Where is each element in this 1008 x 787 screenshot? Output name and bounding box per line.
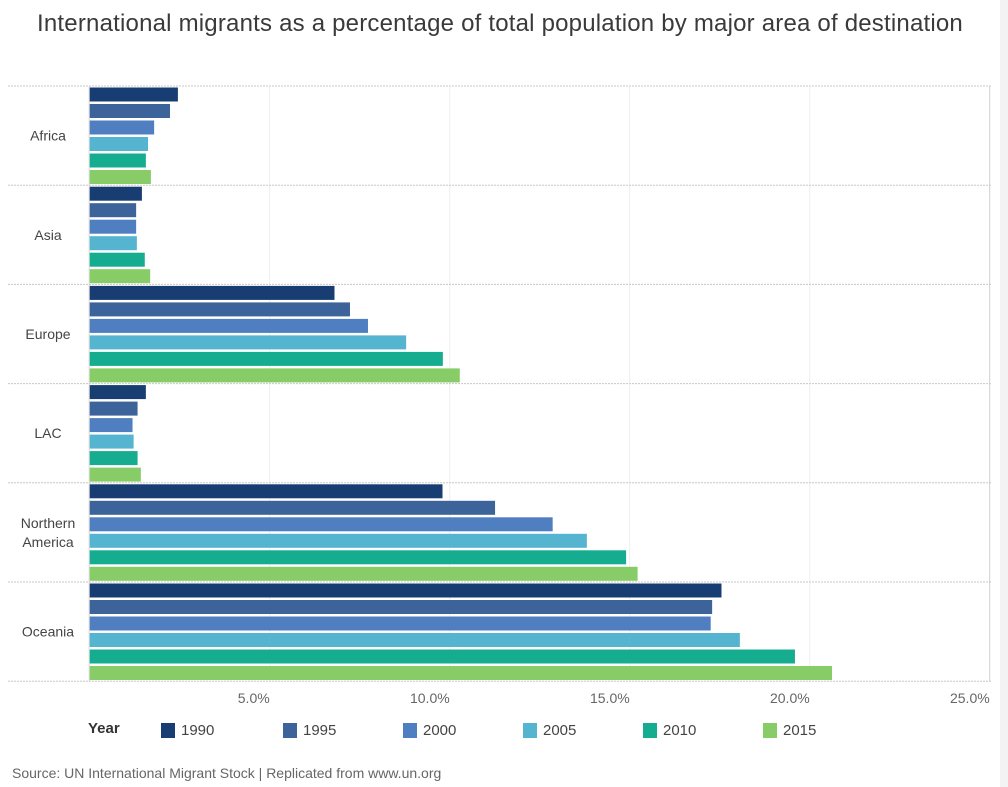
legend-label: 2005 bbox=[543, 721, 577, 739]
bar-oceania-1995[interactable]: Oceania 1995: 17.29% bbox=[89, 600, 713, 614]
bar-africa-2000[interactable]: Africa 2000: 1.79% bbox=[89, 120, 155, 135]
bar-asia-2000[interactable]: Asia 2000: 1.29% bbox=[89, 219, 137, 234]
bar-oceania-2005[interactable]: Oceania 2005: 18.06% bbox=[89, 633, 740, 647]
legend-label: 1995 bbox=[303, 721, 337, 739]
category-label: Northern bbox=[21, 515, 75, 531]
bar-europe-2010[interactable]: Europe 2010: 9.81% bbox=[89, 351, 443, 366]
legend-item-1990[interactable]: 1990 bbox=[161, 720, 214, 740]
bar-asia-2015[interactable]: Asia 2015: 1.68% bbox=[89, 269, 151, 284]
bar-africa-1995[interactable]: Africa 1995: 2.23% bbox=[89, 104, 170, 118]
bar-africa-2005[interactable]: Africa 2005: 1.62% bbox=[89, 137, 149, 151]
category-labels: Africa Asia Europe LAC Northern America Oceani… bbox=[21, 128, 75, 640]
scrollbar-track[interactable] bbox=[1000, 0, 1008, 787]
category-label: Africa bbox=[30, 128, 66, 144]
bar-asia-1995[interactable]: Asia 1995: 1.29% bbox=[89, 203, 137, 218]
bar-asia-2005[interactable]: Asia 2005: 1.31% bbox=[89, 236, 137, 251]
bar-lac-1995[interactable]: LAC 1995: 1.33% bbox=[89, 401, 138, 416]
x-tick-label: 25.0% bbox=[950, 690, 990, 706]
legend-swatch bbox=[643, 722, 657, 738]
bar-northern-america-2010[interactable]: Northern America 2010: 14.90% bbox=[89, 550, 627, 565]
legend-swatch bbox=[283, 722, 297, 738]
bar-asia-1990[interactable]: Asia 1990: 1.45% bbox=[89, 186, 142, 201]
category-label: America bbox=[22, 534, 74, 550]
x-axis-ticks: 5.0% 10.0% 15.0% 20.0% 25.0% bbox=[238, 690, 990, 706]
legend-label: 2000 bbox=[423, 721, 457, 739]
legend-label: 2010 bbox=[663, 721, 697, 739]
bar-northern-america-2005[interactable]: Northern America 2005: 13.81% bbox=[89, 533, 587, 548]
category-label: Asia bbox=[34, 227, 61, 243]
bar-africa-1990[interactable]: Africa 1990: 2.45% bbox=[89, 87, 178, 102]
legend-item-2000[interactable]: 2000 bbox=[403, 720, 456, 740]
category-label: LAC bbox=[34, 425, 61, 441]
bar-asia-2010[interactable]: Asia 2010: 1.53% bbox=[89, 252, 145, 267]
bar-northern-america-2015[interactable]: Northern America 2015: 15.22% bbox=[89, 566, 638, 581]
bar-europe-2000[interactable]: Europe 2000: 7.73% bbox=[89, 318, 368, 333]
legend-item-2005[interactable]: 2005 bbox=[523, 720, 576, 740]
bar-africa-2015[interactable]: Africa 2015: 1.70% bbox=[89, 170, 151, 184]
bar-oceania-2010[interactable]: Oceania 2010: 19.59% bbox=[89, 649, 795, 664]
x-tick-label: 5.0% bbox=[238, 690, 270, 706]
bar-europe-1995[interactable]: Europe 1995: 7.23% bbox=[89, 302, 350, 317]
source-footer: Source: UN International Migrant Stock |… bbox=[12, 765, 442, 781]
grid-lines bbox=[8, 85, 991, 682]
legend-swatch bbox=[161, 722, 175, 738]
bar-northern-america-2000[interactable]: Northern America 2000: 12.86% bbox=[89, 517, 553, 532]
legend-title: Year bbox=[88, 720, 120, 737]
bar-europe-1990[interactable]: Europe 1990: 6.80% bbox=[89, 285, 335, 300]
bar-northern-america-1990[interactable]: Northern America 1990: 9.80% bbox=[89, 484, 443, 499]
bar-europe-2005[interactable]: Europe 2005: 8.79% bbox=[89, 335, 407, 350]
bar-lac-2005[interactable]: LAC 2005: 1.22% bbox=[89, 434, 134, 449]
category-label: Oceania bbox=[22, 624, 74, 640]
bar-oceania-2015[interactable]: Oceania 2015: 20.62% bbox=[89, 666, 833, 680]
bar-northern-america-1995[interactable]: Northern America 1995: 11.26% bbox=[89, 500, 496, 515]
legend-item-2015[interactable]: 2015 bbox=[763, 720, 816, 740]
bar-oceania-2000[interactable]: Oceania 2000: 17.25% bbox=[89, 616, 711, 631]
bar-lac-2000[interactable]: LAC 2000: 1.19% bbox=[89, 418, 133, 433]
legend-swatch bbox=[763, 722, 777, 738]
bars: Africa 1990: 2.45% Asia 1990: 1.45% Europe… bbox=[89, 87, 833, 680]
legend-item-2010[interactable]: 2010 bbox=[643, 720, 696, 740]
bar-lac-2015[interactable]: LAC 2015: 1.42% bbox=[89, 467, 141, 482]
legend: Year 1990 1995 2000 2005 2010 2015 bbox=[0, 718, 1000, 742]
x-tick-label: 15.0% bbox=[590, 690, 630, 706]
bar-lac-2010[interactable]: LAC 2010: 1.33% bbox=[89, 451, 138, 466]
chart-title: International migrants as a percentage o… bbox=[37, 10, 963, 37]
legend-item-1995[interactable]: 1995 bbox=[283, 720, 336, 740]
bar-lac-1990[interactable]: LAC 1990: 1.56% bbox=[89, 385, 146, 400]
legend-swatch bbox=[523, 722, 537, 738]
legend-label: 2015 bbox=[783, 721, 817, 739]
bar-oceania-1990[interactable]: Oceania 1990: 17.55% bbox=[89, 583, 722, 598]
x-tick-label: 20.0% bbox=[770, 690, 810, 706]
bar-chart: Africa Asia Europe LAC Northern America Oceani… bbox=[8, 85, 991, 706]
bar-africa-2010[interactable]: Africa 2010: 1.56% bbox=[89, 153, 146, 168]
legend-label: 1990 bbox=[181, 721, 215, 739]
category-label: Europe bbox=[25, 326, 70, 342]
legend-swatch bbox=[403, 722, 417, 738]
bar-europe-2015[interactable]: Europe 2015: 10.28% bbox=[89, 368, 460, 383]
x-tick-label: 10.0% bbox=[410, 690, 450, 706]
